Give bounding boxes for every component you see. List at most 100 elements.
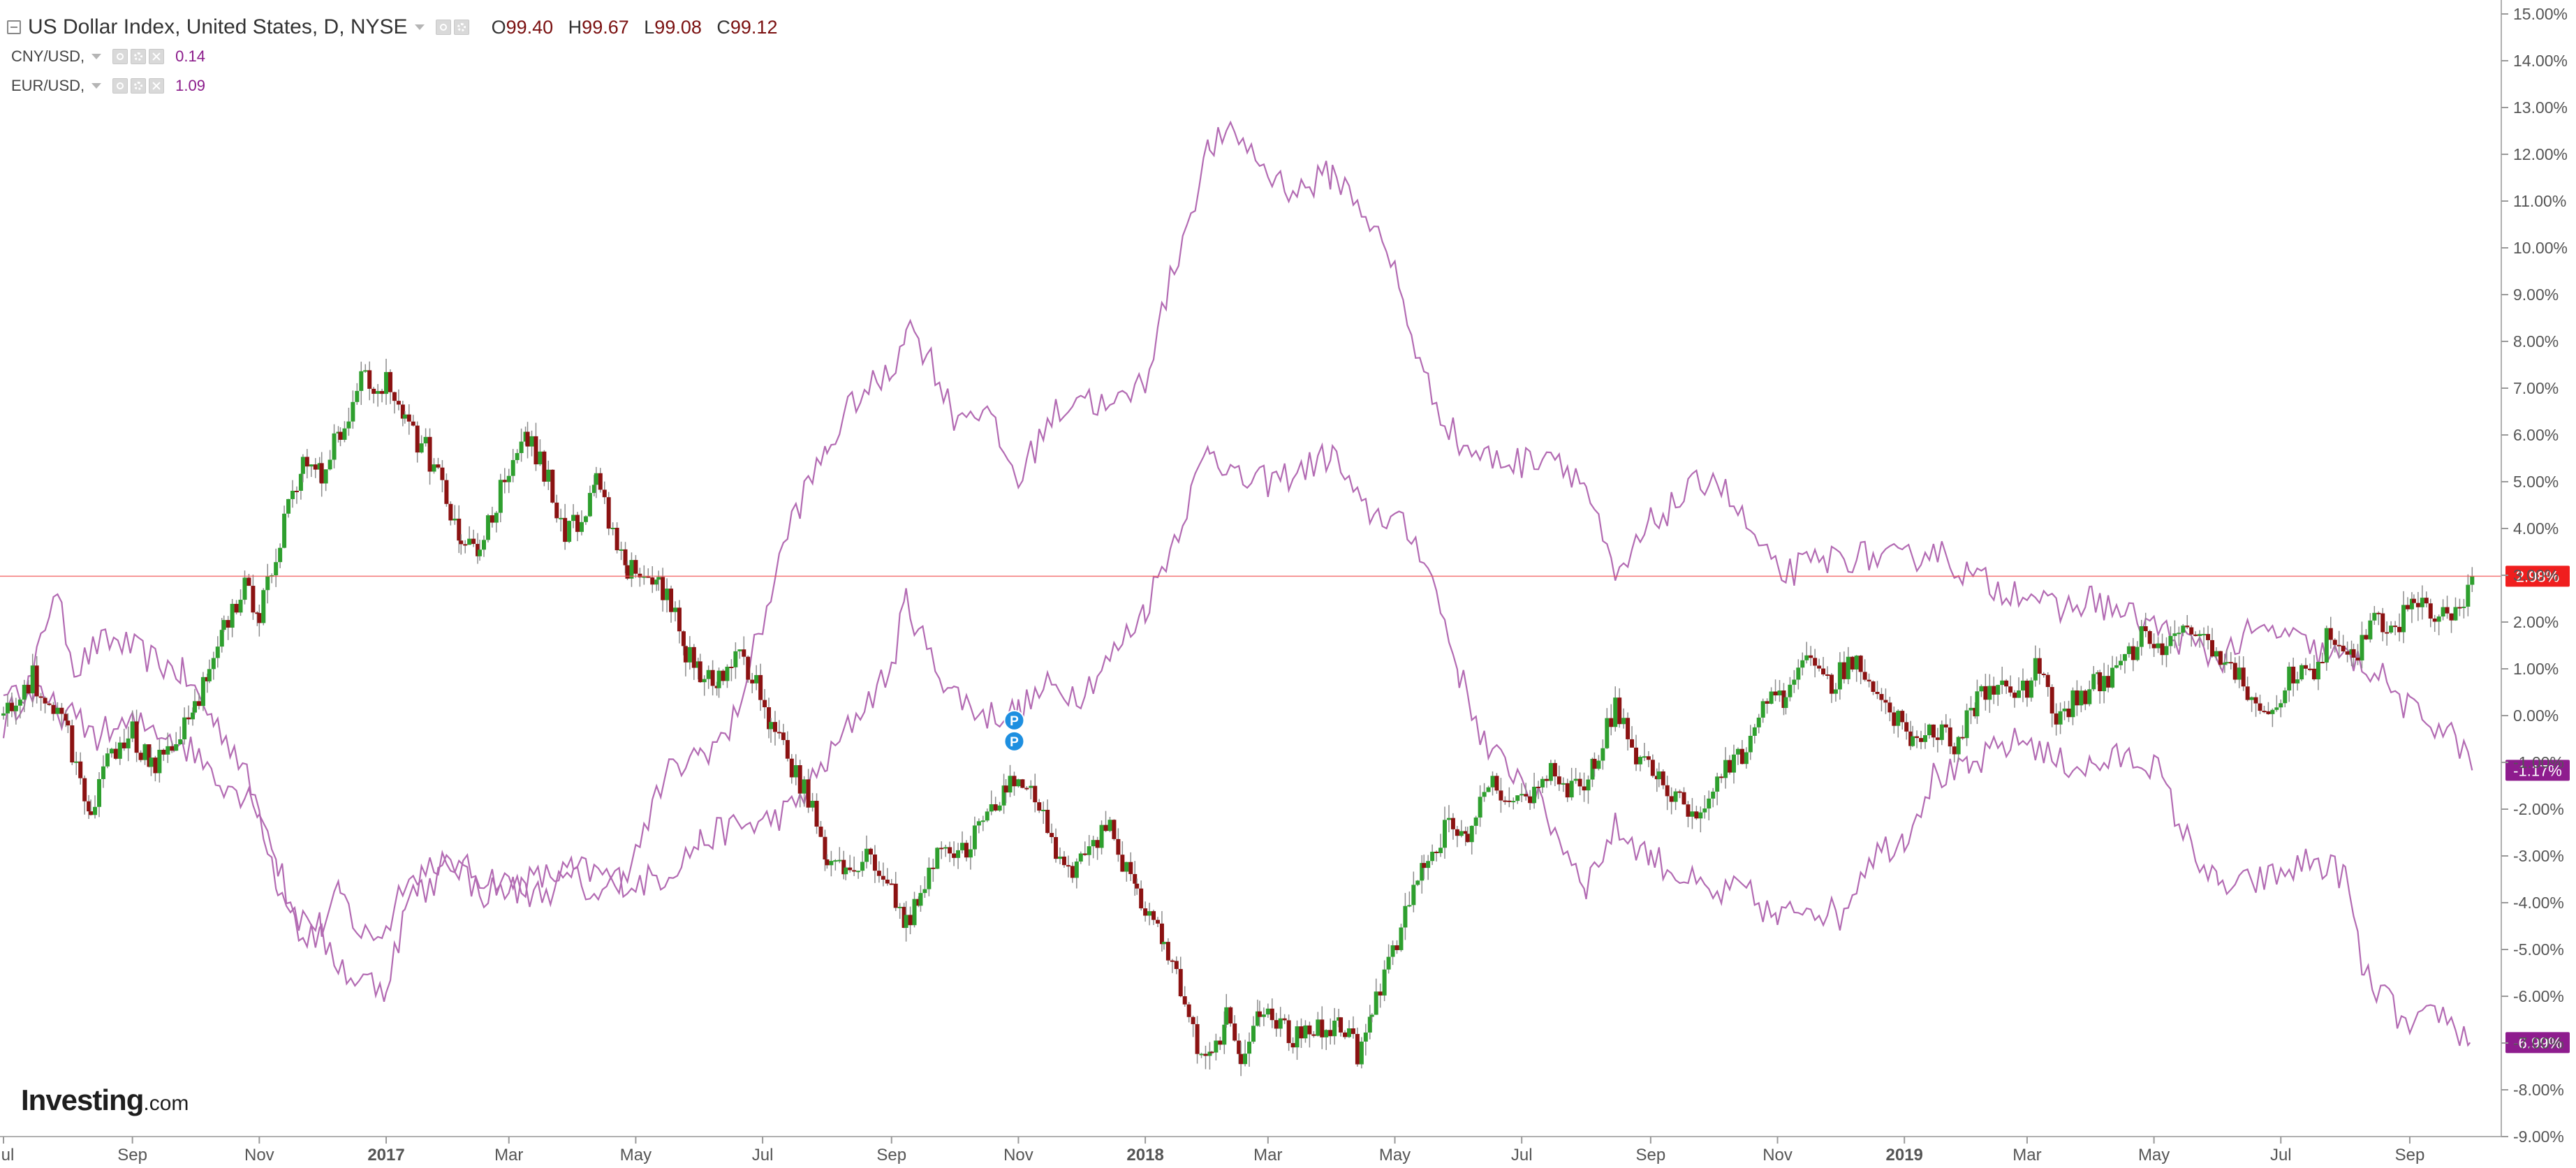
candle [1600,748,1605,761]
candle [2283,690,2288,704]
candle [502,480,507,482]
candle [885,879,890,884]
last-value-badge-cny-usd: -6.99% [2505,1032,2570,1054]
candle [355,390,360,402]
chevron-down-icon[interactable] [414,24,425,30]
last-value-badge-eur-usd-text: -1.17% [2513,762,2562,779]
candle [290,490,295,499]
candle [149,757,154,767]
candle [860,862,865,871]
candle [406,414,411,422]
chevron-down-icon[interactable] [91,83,102,89]
candle [2415,603,2420,607]
candle [2253,697,2258,704]
candle [2024,680,2029,698]
candle [1374,991,1378,1015]
candle [351,401,355,422]
candle [1324,1030,1329,1037]
candle [912,899,917,926]
eye-icon[interactable] [435,20,451,35]
eye-icon[interactable] [112,49,128,64]
candle [1369,1014,1374,1017]
candle [841,859,846,875]
candle [2020,680,2025,690]
candle [889,883,894,885]
candle [2449,613,2454,621]
candle [2295,679,2300,683]
close-icon[interactable] [149,49,165,64]
candle [43,697,47,704]
candle [1147,911,1152,916]
candle [665,589,670,600]
candle [485,515,490,540]
candle [533,436,538,465]
candle [142,744,147,760]
candle [1964,710,1969,739]
candle [2106,676,2111,688]
candle [274,562,279,576]
candle [1626,718,1631,739]
candle [30,665,35,694]
candle [814,801,819,827]
candle [1214,1040,1219,1053]
candle [1760,701,1765,718]
candle [1577,778,1582,787]
candle [1879,694,1884,700]
candle [1956,737,1961,755]
x-tick-label: Sep [876,1146,906,1165]
candle [769,722,774,730]
candle [2232,663,2237,680]
candle [1228,1007,1233,1024]
candle [587,493,592,517]
close-icon[interactable] [149,78,165,94]
candle [687,646,692,663]
candle [2122,653,2127,661]
candle [1769,691,1774,704]
candle [1532,786,1537,804]
candle [2341,645,2346,652]
candle [579,522,584,532]
y-tick-label: -9.00% [2513,1128,2564,1146]
candle [1151,911,1156,920]
candle [1698,812,1703,819]
candle [1339,1017,1344,1033]
candle [1282,1018,1287,1021]
candle [2214,651,2218,657]
candle [1694,811,1699,819]
main-series-title[interactable]: US Dollar Index, United States, D, NYSE [28,15,408,38]
candle [1862,672,1867,680]
x-tick-label: May [1379,1146,1411,1165]
candle [419,443,424,453]
candle [1170,960,1175,962]
series-title-eur-usd[interactable]: EUR/USD, [11,77,85,94]
series-title-cny-usd[interactable]: CNY/USD, [11,47,85,65]
chevron-down-icon[interactable] [91,54,102,59]
candle [226,620,230,628]
candle [1247,1042,1252,1054]
candle [1656,771,1661,780]
candle [1463,831,1468,834]
candle [346,421,351,429]
candle [1041,809,1046,811]
candle [559,517,564,519]
candle [1702,808,1707,813]
candle [1948,727,1952,747]
eye-icon[interactable] [112,78,128,94]
candle [1139,888,1144,909]
candle [211,658,216,670]
candle [1307,1025,1312,1035]
gear-icon[interactable] [453,20,469,35]
candle [691,646,696,668]
collapse-icon[interactable] [7,20,21,34]
candle [1875,691,1880,695]
candle [2139,626,2144,647]
candle [2385,632,2390,634]
gear-icon[interactable] [131,78,147,94]
candle [309,464,314,467]
candle [1605,718,1610,748]
gear-icon[interactable] [131,49,147,64]
candle [221,620,226,630]
candle [1765,701,1769,704]
